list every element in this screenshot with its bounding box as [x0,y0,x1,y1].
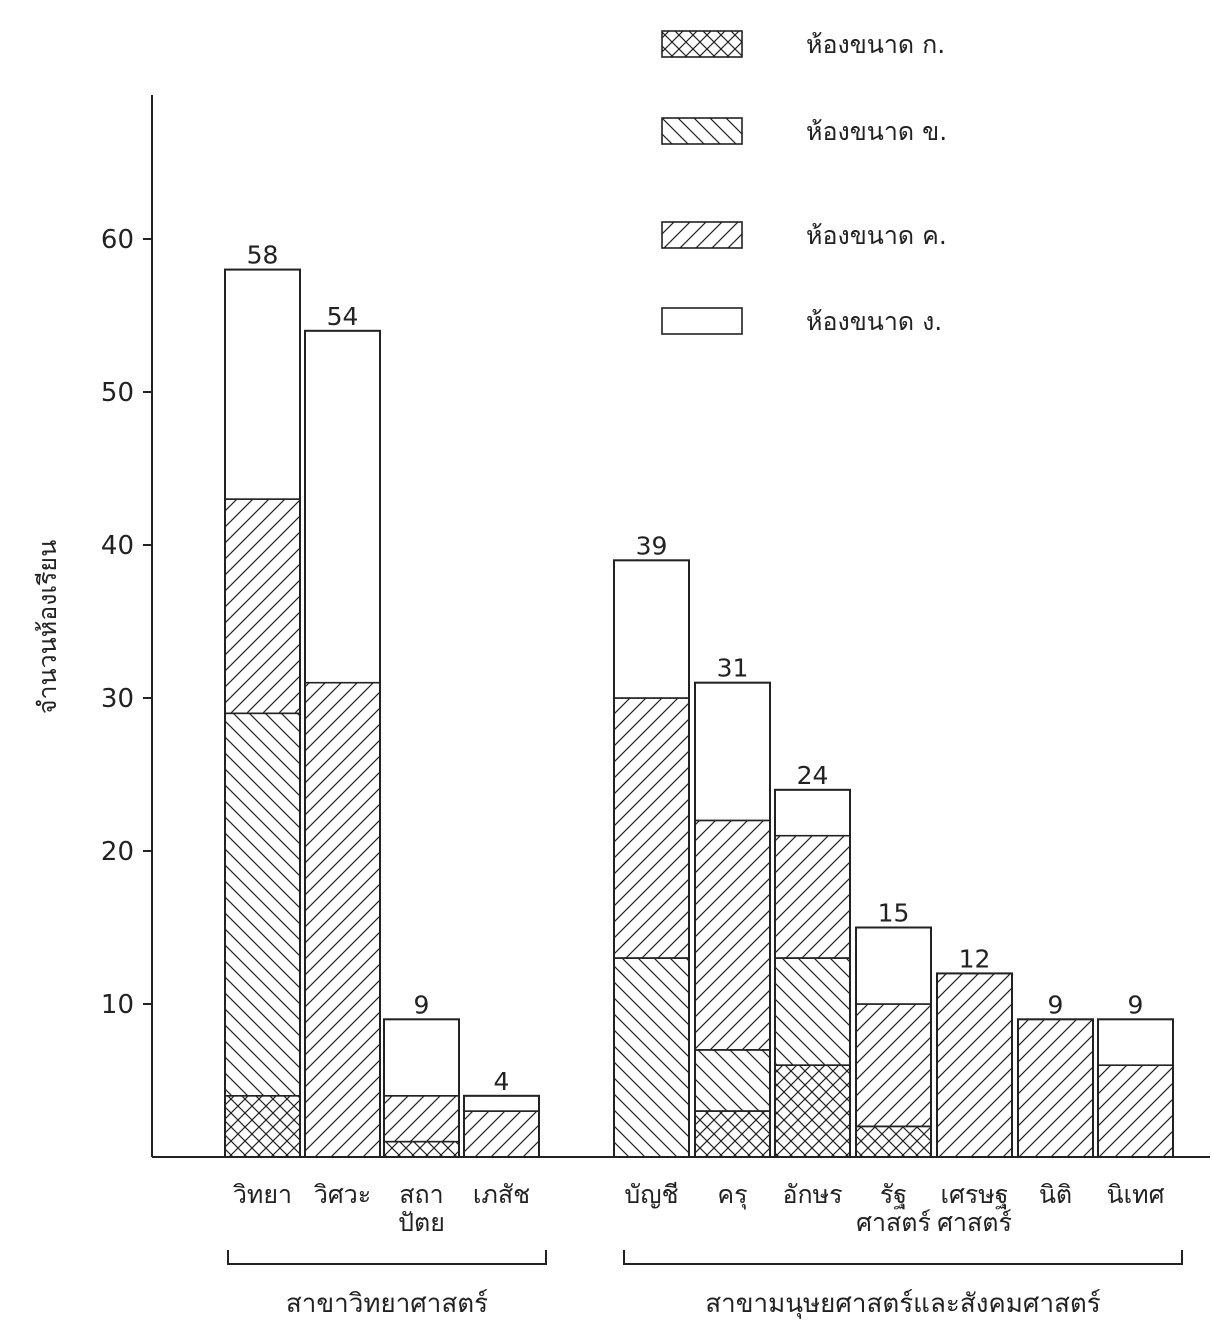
bar-segment-blank [224,268,301,500]
total-label: 58 [247,241,279,270]
bar-segment-backslash [694,1049,771,1112]
y-tick-label: 50 [101,378,134,408]
total-label: 4 [494,1067,510,1096]
legend-label: ห้องขนาด ง. [806,307,942,336]
category-label: วิศวะ [314,1180,371,1209]
total-label: 39 [636,531,668,560]
group-label: สาขามนุษยศาสตร์และสังคมศาสตร์ [705,1289,1101,1319]
y-tick-label: 40 [101,531,134,561]
total-label: 54 [327,302,359,331]
y-axis-label: จำนวนห้องเรียน [33,540,62,714]
bar-segment-backslash [224,712,301,1097]
bar-outline [694,681,771,1158]
bar-segment-blank [304,329,381,684]
bar-segment-crosshatch [694,1110,771,1158]
bar-segment-crosshatch [224,1095,301,1158]
bar-outline [304,329,381,1158]
total-label: 9 [1048,990,1064,1019]
category-label: ครุ [717,1180,747,1210]
total-label: 9 [414,990,430,1019]
bar-segment-slash [1097,1064,1174,1158]
bar-segment-blank [774,788,851,837]
total-labels: 58 54 9 4 39 31 24 15 12 9 9 [247,241,1144,1096]
bar-segment-slash [694,819,771,1051]
category-label: ศาสตร์ [937,1208,1012,1237]
bar-segment-blank [383,1018,460,1097]
bar-segment-slash [774,834,851,959]
bar-outline [774,788,851,1158]
bar-segment-blank [613,559,690,699]
bar-outline [613,559,690,1158]
bar-segment-slash [304,681,381,1158]
bar-outline [224,268,301,1159]
bar-segment-blank [1097,1018,1174,1066]
legend-swatch-crosshatch [661,30,743,58]
bar-outline [1097,1018,1174,1158]
category-label: สถา [399,1180,443,1209]
category-label: อักษร [782,1180,842,1209]
group-label: สาขาวิทยาศาสตร์ [286,1289,488,1319]
bar-segment-blank [463,1095,540,1112]
legend-label: ห้องขนาด ค. [806,221,947,250]
bar-segment-slash [936,972,1013,1158]
bar-segment-blank [694,681,771,822]
bar-segment-crosshatch [774,1064,851,1158]
category-label: นิเทศ [1107,1180,1165,1209]
legend-swatch-backslash [661,117,743,145]
legend-swatch-slash [661,221,743,249]
category-label: วิทยา [233,1180,292,1209]
bar-outline [936,972,1013,1159]
bar-segment-crosshatch [383,1140,460,1158]
category-label: ศาสตร์ [856,1208,931,1237]
group-bracket [227,1250,547,1265]
bar-segment-backslash [613,957,690,1158]
total-label: 24 [797,761,829,790]
legend-label: ห้องขนาด ก. [806,30,945,59]
bar-segment-slash [1017,1018,1094,1158]
group-bracket [623,1250,1183,1265]
bar-outline [855,926,932,1158]
bar-segment-blank [855,926,932,1005]
bars [224,268,1174,1159]
bar-outline [463,1094,540,1159]
category-label: บัญชี [624,1180,678,1209]
y-tick-label: 10 [101,990,134,1020]
y-axis: 10 20 30 40 50 60 [101,95,153,1157]
legend-swatch-blank [661,307,743,335]
total-label: 31 [717,654,749,683]
category-label: รัฐ [880,1180,907,1209]
bar-segment-slash [383,1095,460,1143]
y-tick-label: 30 [101,684,134,714]
legend: ห้องขนาด ก. ห้องขนาด ข. ห้องขนาด ค. ห้องขนา… [661,30,947,336]
bar-segment-slash [855,1003,932,1128]
category-label: นิติ [1039,1180,1072,1209]
bar-segment-backslash [774,957,851,1066]
bar-segment-slash [613,697,690,959]
bar-segment-slash [463,1110,540,1158]
bar-segment-crosshatch [855,1125,932,1158]
total-label: 9 [1128,990,1144,1019]
bar-outline [1017,1018,1094,1158]
total-label: 12 [959,944,991,973]
bar-segment-slash [224,498,301,715]
y-tick-label: 60 [101,225,134,255]
category-label: ปัตย [398,1208,445,1237]
group-brackets: สาขาวิทยาศาสตร์ สาขามนุษยศาสตร์และสังคมศา… [227,1250,1183,1319]
category-label: เภสัช [473,1180,530,1209]
category-label: เศรษฐ [940,1180,1008,1209]
legend-label: ห้องขนาด ข. [806,117,947,146]
total-label: 15 [878,899,910,928]
y-tick-label: 20 [101,837,134,867]
bar-outline [383,1018,460,1158]
